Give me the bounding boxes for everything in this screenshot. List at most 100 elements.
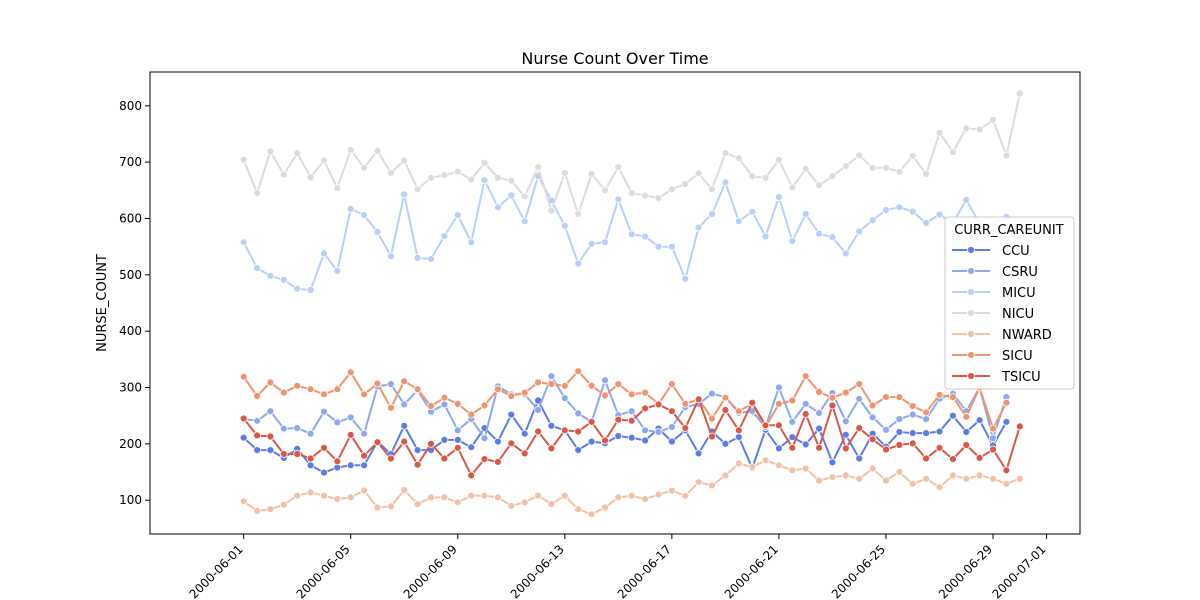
data-point-sicu (520, 388, 529, 397)
data-point-sicu (895, 393, 904, 402)
y-tick-label: 600 (119, 211, 142, 225)
data-point-tsicu (306, 454, 315, 463)
data-point-tsicu (734, 426, 743, 435)
data-point-csru (654, 428, 663, 436)
data-point-nicu (360, 163, 369, 172)
data-point-tsicu (534, 427, 542, 436)
data-point-ccu (641, 436, 649, 445)
data-point-nward (641, 495, 649, 504)
data-point-csru (801, 399, 810, 408)
data-point-tsicu (654, 400, 663, 409)
data-point-ccu (908, 429, 917, 438)
data-point-csru (668, 423, 676, 431)
data-point-micu (601, 238, 609, 247)
data-point-ccu (440, 435, 449, 444)
data-point-micu (587, 239, 596, 248)
series-line-ccu (243, 399, 1008, 474)
data-point-micu (681, 274, 690, 283)
data-point-nicu (855, 151, 864, 160)
data-point-nicu (266, 147, 275, 156)
legend-label: NICU (1002, 307, 1034, 322)
data-point-ccu (815, 424, 823, 433)
data-point-nicu (507, 176, 516, 185)
data-point-nicu (828, 172, 837, 181)
data-point-tsicu (721, 406, 730, 414)
data-point-csru (266, 407, 275, 416)
data-point-nward (721, 471, 730, 480)
data-point-csru (547, 372, 556, 381)
data-point-ccu (922, 429, 930, 438)
data-point-csru (627, 407, 636, 416)
data-point-nward (333, 495, 342, 504)
data-point-sicu (627, 390, 636, 399)
data-point-micu (453, 211, 462, 220)
data-point-tsicu (815, 443, 823, 452)
data-point-nward (694, 478, 703, 487)
data-point-sicu (453, 399, 462, 408)
data-point-csru (868, 413, 877, 422)
data-point-nicu (815, 181, 823, 190)
data-point-sicu (480, 401, 489, 410)
data-point-ccu (935, 427, 944, 436)
data-point-tsicu (681, 424, 690, 433)
data-point-nicu (668, 185, 676, 194)
data-point-ccu (828, 458, 837, 467)
data-point-nicu (989, 116, 997, 124)
data-point-nicu (895, 167, 904, 176)
data-point-ccu (239, 433, 248, 442)
data-point-nward (788, 466, 797, 475)
data-point-micu (480, 176, 489, 185)
data-point-sicu (681, 399, 690, 408)
data-point-micu (239, 238, 248, 247)
data-point-nicu (520, 192, 529, 201)
data-point-nicu (279, 170, 288, 179)
data-point-ccu (253, 446, 262, 455)
data-point-micu (694, 223, 703, 232)
data-point-nicu (868, 163, 877, 172)
data-point-sicu (882, 393, 890, 402)
series-sicu (239, 367, 1011, 433)
data-point-tsicu (989, 445, 997, 454)
data-point-csru (400, 400, 409, 409)
data-point-nicu (333, 184, 342, 193)
data-point-sicu (507, 392, 516, 400)
data-point-tsicu (453, 443, 462, 452)
legend-title: CURR_CAREUNIT (954, 223, 1063, 238)
data-point-tsicu (360, 451, 369, 460)
series-tsicu (239, 395, 1024, 480)
data-point-ccu (614, 432, 623, 440)
data-point-nicu (373, 146, 382, 155)
data-point-csru (922, 415, 930, 424)
data-point-csru (560, 394, 569, 403)
data-point-tsicu (587, 417, 596, 426)
data-point-csru (253, 416, 262, 425)
data-point-tsicu (239, 414, 248, 423)
data-point-tsicu (975, 453, 984, 462)
data-point-micu (333, 266, 342, 275)
data-point-nward (400, 486, 409, 495)
data-point-tsicu (788, 443, 797, 452)
data-point-tsicu (480, 455, 489, 464)
data-point-micu (801, 210, 810, 218)
data-point-ccu (668, 437, 676, 446)
data-point-sicu (868, 401, 877, 410)
data-point-tsicu (668, 407, 676, 416)
data-point-csru (841, 417, 850, 426)
data-point-csru (574, 409, 583, 418)
data-point-csru (989, 434, 997, 443)
data-point-micu (962, 195, 971, 204)
data-point-nicu (708, 185, 716, 194)
data-point-tsicu (708, 432, 716, 441)
data-point-nward (627, 491, 636, 500)
data-point-sicu (560, 381, 569, 390)
data-point-tsicu (962, 441, 971, 449)
data-point-micu (815, 229, 823, 238)
series-line-csru (243, 375, 1008, 440)
data-point-csru (882, 425, 890, 434)
data-point-nicu (922, 170, 930, 178)
data-point-tsicu (641, 404, 649, 413)
legend-label: TSICU (1001, 370, 1041, 385)
data-point-sicu (721, 393, 730, 402)
data-point-nward (587, 510, 596, 519)
data-point-micu (654, 242, 663, 251)
